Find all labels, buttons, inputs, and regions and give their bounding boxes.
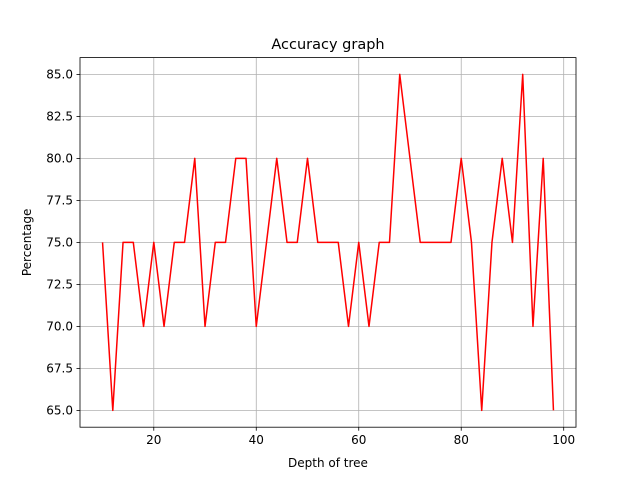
- x-axis-ticks: 20 40 60 80 100: [146, 427, 575, 447]
- grid: [80, 57, 576, 428]
- y-tick-label: 77.5: [46, 194, 73, 208]
- series-layer: [101, 73, 555, 412]
- y-tick-label: 85.0: [46, 68, 73, 82]
- x-axis-label: Depth of tree: [288, 456, 368, 470]
- x-tick-label: 20: [146, 433, 161, 447]
- x-tick-label: 40: [249, 433, 264, 447]
- y-axis-label: Percentage: [20, 209, 34, 277]
- x-tick-label: 60: [351, 433, 366, 447]
- y-tick-label: 80.0: [46, 152, 73, 166]
- y-tick-label: 82.5: [46, 110, 73, 124]
- y-tick-label: 67.5: [46, 362, 73, 376]
- y-tick-label: 65.0: [46, 404, 73, 418]
- chart-title: Accuracy graph: [271, 37, 384, 53]
- series-line: [101, 73, 555, 412]
- x-tick-label: 80: [454, 433, 469, 447]
- y-axis-ticks: 65.0 67.5 70.0 72.5 75.0 77.5 80.0 82.5 85.0: [46, 68, 80, 418]
- y-tick-label: 72.5: [46, 278, 73, 292]
- y-tick-label: 75.0: [46, 236, 73, 250]
- y-tick-label: 70.0: [46, 320, 73, 334]
- x-tick-label: 100: [552, 433, 575, 447]
